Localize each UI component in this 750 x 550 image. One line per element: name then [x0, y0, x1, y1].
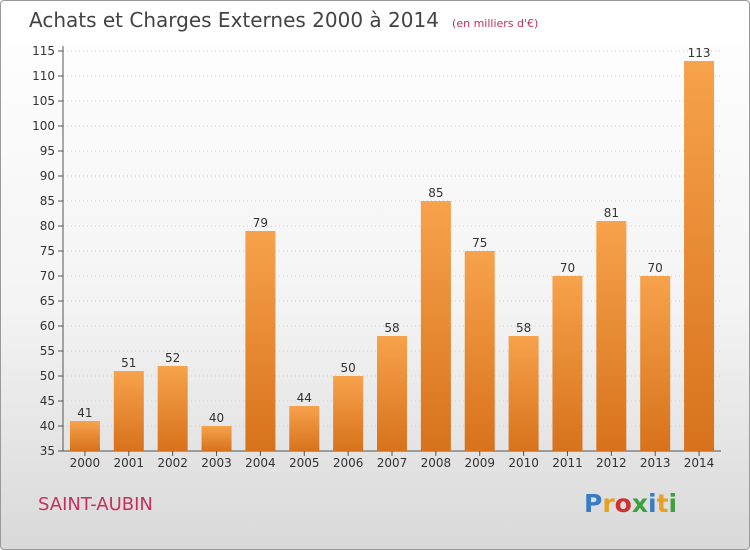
x-tick-label: 2010 [508, 456, 539, 470]
x-tick-label: 2003 [201, 456, 232, 470]
bar [420, 201, 451, 451]
bar [289, 406, 320, 451]
data-label: 58 [516, 321, 531, 335]
data-label: 51 [121, 356, 136, 370]
chart-title: Achats et Charges Externes 2000 à 2014 [29, 8, 439, 32]
x-tick-label: 2013 [640, 456, 671, 470]
logo-letter: P [584, 489, 603, 518]
data-label: 70 [560, 261, 575, 275]
y-tick-label: 80 [40, 219, 55, 233]
bar [377, 336, 407, 451]
bar [684, 61, 715, 451]
data-label: 50 [340, 361, 355, 375]
y-tick-label: 85 [40, 194, 55, 208]
y-tick-label: 65 [40, 294, 55, 308]
y-tick-label: 70 [40, 269, 55, 283]
proxiti-logo: Proxiti [584, 489, 677, 518]
logo-letter: r [602, 489, 615, 518]
bar [245, 231, 276, 451]
data-label: 52 [165, 351, 180, 365]
chart-subtitle: (en milliers d'€) [452, 17, 539, 30]
x-tick-label: 2009 [464, 456, 495, 470]
bar [508, 336, 539, 451]
x-tick-label: 2012 [596, 456, 627, 470]
bar [464, 251, 495, 451]
data-label: 41 [77, 406, 92, 420]
logo-letter: i [668, 489, 678, 518]
data-label: 44 [297, 391, 312, 405]
x-tick-label: 2001 [114, 456, 145, 470]
x-tick-label: 2007 [377, 456, 408, 470]
x-tick-label: 2000 [70, 456, 101, 470]
data-label: 58 [384, 321, 399, 335]
bar [333, 376, 364, 451]
logo-letter: i [648, 489, 657, 518]
x-tick-label: 2011 [552, 456, 583, 470]
data-label: 81 [604, 206, 619, 220]
y-tick-label: 35 [40, 444, 55, 458]
bar [596, 221, 627, 451]
y-tick-label: 75 [40, 244, 55, 258]
bar [552, 276, 583, 451]
bar [69, 421, 100, 451]
data-label: 70 [648, 261, 663, 275]
y-tick-label: 55 [40, 344, 55, 358]
y-tick-label: 95 [40, 144, 55, 158]
y-tick-label: 115 [32, 44, 55, 58]
data-label: 113 [688, 46, 711, 60]
logo-letter: t [656, 489, 669, 518]
x-tick-label: 2006 [333, 456, 364, 470]
y-tick-label: 105 [32, 94, 55, 108]
y-tick-label: 90 [40, 169, 55, 183]
y-tick-label: 60 [40, 319, 55, 333]
y-tick-label: 110 [32, 69, 55, 83]
bar [157, 366, 188, 451]
x-tick-label: 2008 [421, 456, 452, 470]
chart-header: Achats et Charges Externes 2000 à 2014 (… [29, 8, 538, 32]
x-tick-label: 2014 [684, 456, 715, 470]
data-label: 79 [253, 216, 268, 230]
data-label: 40 [209, 411, 224, 425]
bar [113, 371, 144, 451]
data-label: 75 [472, 236, 487, 250]
place-name: SAINT-AUBIN [38, 494, 153, 515]
y-tick-label: 40 [40, 419, 55, 433]
bar [640, 276, 671, 451]
y-tick-label: 50 [40, 369, 55, 383]
x-tick-label: 2004 [245, 456, 276, 470]
x-tick-label: 2005 [289, 456, 320, 470]
y-tick-label: 45 [40, 394, 55, 408]
bar [201, 426, 232, 451]
logo-letter: o [614, 489, 632, 518]
data-label: 85 [428, 186, 443, 200]
y-tick-label: 100 [32, 119, 55, 133]
x-tick-label: 2002 [157, 456, 188, 470]
logo-letter: x [631, 489, 648, 518]
